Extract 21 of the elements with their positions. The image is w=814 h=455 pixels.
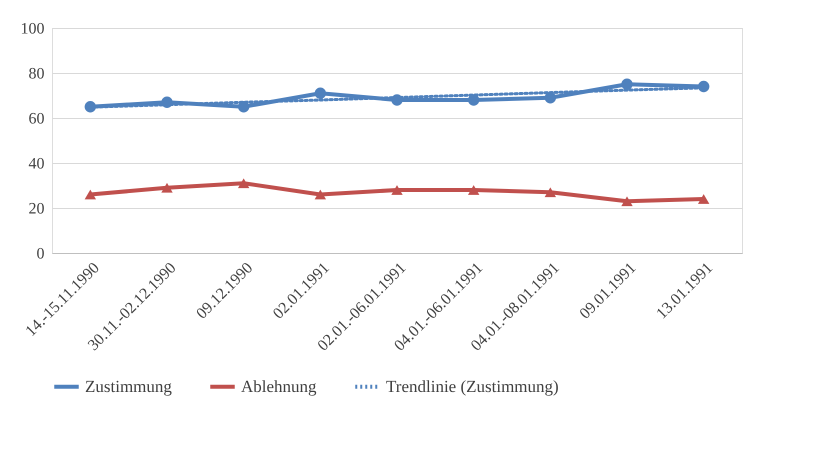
point bbox=[391, 185, 403, 195]
y-tick-label: 40 bbox=[28, 156, 44, 172]
legend-label: Zustimmung bbox=[85, 376, 172, 396]
point bbox=[314, 190, 326, 200]
y-tick-label: 20 bbox=[28, 200, 44, 218]
point bbox=[468, 185, 480, 195]
point bbox=[161, 182, 173, 193]
point bbox=[84, 190, 96, 200]
point bbox=[314, 88, 326, 99]
point bbox=[544, 92, 556, 104]
legend-label: Trendlinie (Zustimmung) bbox=[386, 376, 559, 396]
point bbox=[621, 196, 633, 206]
point bbox=[698, 194, 710, 204]
point bbox=[238, 178, 250, 188]
y-tick-label: 80 bbox=[28, 66, 44, 82]
point bbox=[544, 187, 556, 198]
legend-label: Ablehnung bbox=[241, 376, 318, 396]
point bbox=[621, 78, 633, 90]
y-tick-label: 60 bbox=[28, 110, 44, 128]
y-tick-label: 0 bbox=[36, 246, 44, 262]
y-tick-label: 100 bbox=[20, 20, 44, 38]
